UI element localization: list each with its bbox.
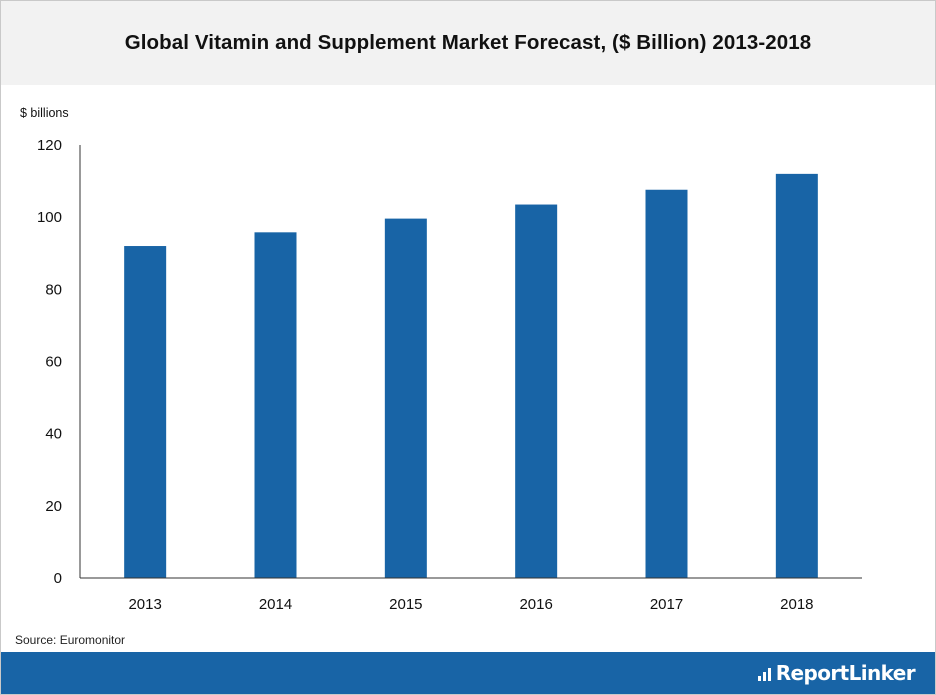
chart-title: Global Vitamin and Supplement Market For… <box>124 31 812 54</box>
footer-bar: ReportLinker <box>1 652 935 694</box>
x-tick-label: 2018 <box>780 596 813 613</box>
bar-2016[interactable] <box>515 204 558 578</box>
y-tick-label: 40 <box>45 426 62 443</box>
bar-2013[interactable] <box>124 246 167 579</box>
x-tick-label: 2013 <box>128 596 161 613</box>
y-tick-label: 80 <box>45 281 62 298</box>
x-tick-label: 2014 <box>259 596 292 613</box>
x-tick-label: 2016 <box>519 596 552 613</box>
bar-2014[interactable] <box>254 232 297 579</box>
source-note: Source: Euromonitor <box>15 633 126 647</box>
bar-2018[interactable] <box>775 173 818 578</box>
title-bar: Global Vitamin and Supplement Market For… <box>1 1 935 85</box>
y-tick-label: 20 <box>45 498 62 515</box>
y-tick-label: 100 <box>37 209 62 226</box>
x-tick-label: 2017 <box>650 596 683 613</box>
brand-name: ReportLinker <box>775 661 916 685</box>
bar-series <box>124 173 818 579</box>
y-axis-ticks: 0 20 40 60 80 100 120 <box>37 137 62 587</box>
bar-2017[interactable] <box>645 189 688 578</box>
y-tick-label: 120 <box>37 137 62 154</box>
y-tick-label: 60 <box>45 354 62 371</box>
y-tick-label: 0 <box>54 570 62 587</box>
bar-2015[interactable] <box>384 218 427 579</box>
x-tick-label: 2015 <box>389 596 422 613</box>
y-axis-label: $ billions <box>20 106 69 120</box>
bar-chart-icon <box>757 665 773 681</box>
reportlinker-logo[interactable]: ReportLinker <box>757 657 916 689</box>
x-axis-ticks: 2013 2014 2015 2016 2017 2018 <box>128 596 813 613</box>
